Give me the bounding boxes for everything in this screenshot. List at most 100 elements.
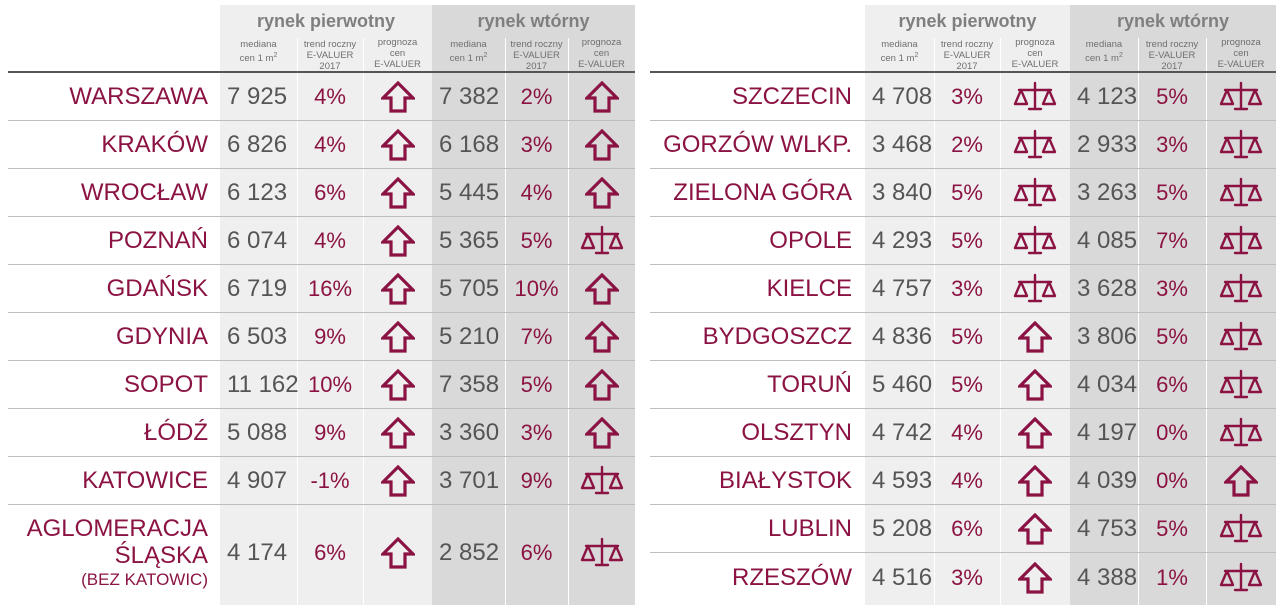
scales-icon — [1013, 81, 1057, 113]
city-name: LUBLIN — [767, 515, 852, 542]
trend-column-header: trend roczny E-VALUER 2017 — [297, 39, 363, 71]
row-divider — [650, 408, 1276, 409]
header-line: cen 1 m2 — [432, 50, 505, 64]
primary-median-price: 5 460 — [872, 371, 933, 398]
primary-median-price: 6 123 — [227, 179, 288, 206]
secondary-forecast — [1206, 553, 1276, 603]
primary-annual-trend: 4% — [314, 132, 346, 157]
scales-icon — [1013, 129, 1057, 161]
primary-forecast — [1000, 169, 1070, 217]
secondary-annual-trend: 3% — [520, 420, 553, 445]
primary-annual-trend: 9% — [314, 420, 346, 445]
secondary-median-price: 4 388 — [1077, 564, 1138, 591]
header-line: E-VALUER — [1011, 59, 1059, 69]
scales-icon — [1219, 513, 1263, 545]
primary-median-price: 4 742 — [872, 419, 933, 446]
primary-annual-trend: 10% — [307, 372, 353, 397]
primary-annual-trend: 5% — [951, 372, 983, 397]
arrow-up-icon — [584, 321, 619, 353]
header-line: trend roczny — [1145, 39, 1199, 50]
primary-market-background — [220, 5, 432, 605]
table-row: POZNAŃ 6 074 4% 5 365 5% — [8, 217, 635, 265]
arrow-up-icon — [380, 81, 415, 113]
secondary-forecast — [1206, 313, 1276, 361]
arrow-up-icon — [1018, 321, 1052, 353]
primary-median-price: 5 208 — [872, 515, 933, 542]
median-column-header: mediana cen 1 m2 — [1070, 39, 1138, 71]
secondary-forecast — [568, 121, 635, 169]
table-row: ZIELONA GÓRA 3 840 5% 3 263 5% — [650, 169, 1276, 217]
column-divider — [297, 38, 298, 605]
secondary-forecast — [568, 265, 635, 313]
secondary-median-price: 4 753 — [1077, 515, 1138, 542]
row-divider — [8, 216, 635, 217]
primary-median-price: 3 840 — [872, 179, 933, 206]
secondary-annual-trend: 5% — [1156, 324, 1188, 349]
city-name: SZCZECIN — [732, 83, 852, 110]
row-divider — [650, 360, 1276, 361]
forecast-column-header: prognoza cen E-VALUER — [1206, 37, 1276, 69]
primary-annual-trend: -1% — [310, 468, 350, 493]
secondary-annual-trend: 6% — [520, 540, 553, 565]
table-row: KIELCE 4 757 3% 3 628 3% — [650, 265, 1276, 313]
city-name: KATOWICE — [82, 467, 208, 494]
primary-median-price: 4 757 — [872, 275, 933, 302]
left-price-table: rynek pierwotny rynek wtórny mediana cen 1 … — [8, 5, 635, 605]
row-divider — [650, 552, 1276, 553]
secondary-forecast — [1206, 73, 1276, 121]
column-divider — [568, 38, 569, 605]
column-divider — [1138, 38, 1139, 605]
primary-forecast — [363, 217, 432, 265]
median-column-header: mediana cen 1 m2 — [432, 39, 505, 71]
secondary-median-price: 4 039 — [1077, 467, 1138, 494]
primary-median-price: 6 074 — [227, 227, 288, 254]
table-row: GDYNIA 6 503 9% 5 210 7% — [8, 313, 635, 361]
table-row: BYDGOSZCZ 4 836 5% 3 806 5% — [650, 313, 1276, 361]
arrow-up-icon — [584, 129, 619, 161]
row-divider — [8, 504, 635, 505]
primary-forecast — [1000, 313, 1070, 361]
row-divider — [650, 312, 1276, 313]
primary-median-price: 4 593 — [872, 467, 933, 494]
secondary-annual-trend: 2% — [520, 84, 553, 109]
primary-annual-trend: 2% — [951, 132, 983, 157]
secondary-forecast — [1206, 505, 1276, 553]
secondary-forecast — [1206, 457, 1276, 505]
table-row: AGLOMERACJA ŚLĄSKA (BEZ KATOWIC) 4 174 6% 2 8… — [8, 505, 635, 601]
primary-annual-trend: 4% — [314, 228, 346, 253]
secondary-forecast — [568, 169, 635, 217]
primary-market-header: rynek pierwotny — [898, 11, 1037, 31]
header-text: cen 1 m — [239, 53, 274, 65]
column-divider — [1206, 38, 1207, 605]
scales-icon — [1013, 273, 1057, 305]
secondary-median-price: 3 263 — [1077, 179, 1138, 206]
table-row: KRAKÓW 6 826 4% 6 168 3% — [8, 121, 635, 169]
city-name: BIAŁYSTOK — [719, 467, 852, 494]
scales-icon — [1219, 321, 1263, 353]
primary-median-price: 6 719 — [227, 275, 288, 302]
arrow-up-icon — [1018, 417, 1052, 449]
table-row: KATOWICE 4 907 -1% 3 701 9% — [8, 457, 635, 505]
header-line: mediana — [1085, 39, 1123, 50]
primary-forecast — [363, 169, 432, 217]
secondary-market-header: rynek wtórny — [1116, 11, 1230, 31]
row-divider — [650, 120, 1276, 121]
secondary-forecast — [1206, 361, 1276, 409]
header-text: cen 1 m — [449, 53, 484, 65]
primary-forecast — [363, 73, 432, 121]
scales-icon — [1219, 417, 1263, 449]
primary-median-price: 6 826 — [227, 131, 288, 158]
table-row: GDAŃSK 6 719 16% 5 705 10% — [8, 265, 635, 313]
secondary-forecast — [1206, 265, 1276, 313]
header-line: mediana — [450, 39, 487, 50]
header-superscript: 2 — [483, 52, 488, 59]
scales-icon — [580, 225, 624, 257]
secondary-median-price: 3 806 — [1077, 323, 1138, 350]
row-divider — [650, 504, 1276, 505]
secondary-median-price: 2 852 — [439, 539, 500, 566]
arrow-up-icon — [1018, 465, 1052, 497]
primary-annual-trend: 16% — [307, 276, 353, 301]
primary-median-price: 6 503 — [227, 323, 288, 350]
arrow-up-icon — [380, 417, 415, 449]
city-name: ZIELONA GÓRA — [673, 179, 852, 206]
